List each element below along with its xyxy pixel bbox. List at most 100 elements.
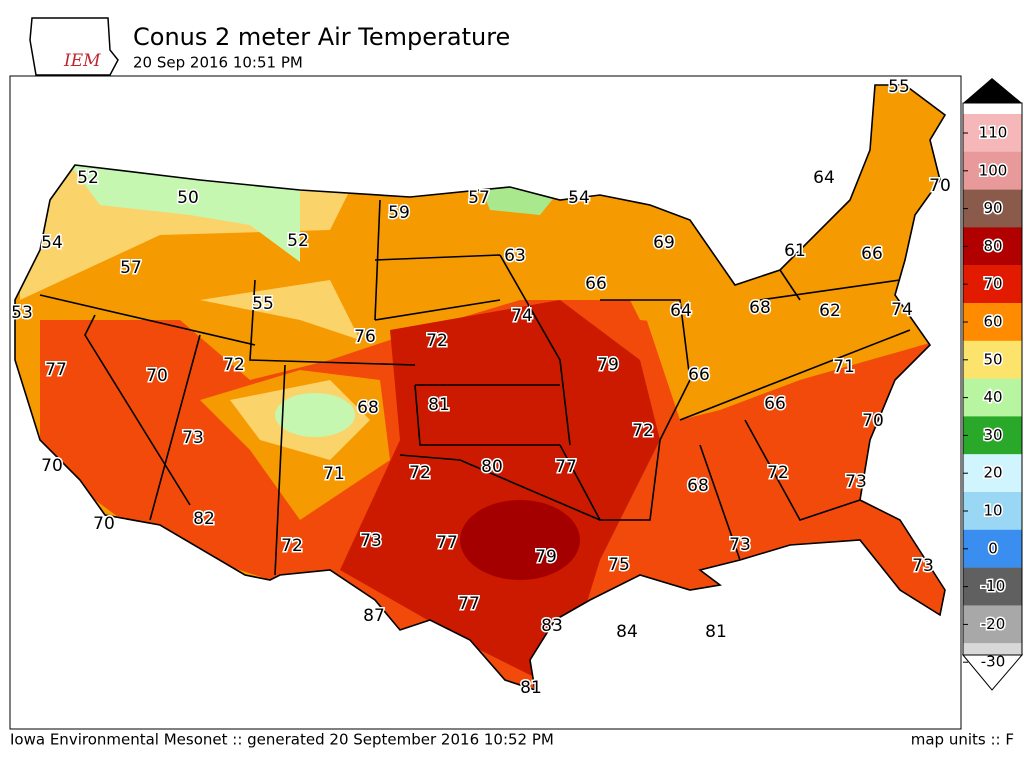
station-value: 68 — [749, 298, 771, 318]
station-value: 79 — [597, 355, 619, 375]
station-value: 73 — [845, 472, 867, 492]
colorbar-tick-label: 40 — [983, 388, 1002, 406]
station-value: 73 — [912, 556, 934, 576]
station-value: 68 — [687, 476, 709, 496]
colorbar-tick-label: 70 — [983, 275, 1002, 293]
colorbar-tick-label: -10 — [981, 577, 1006, 595]
station-value: 77 — [555, 457, 577, 477]
colorbar-tick-label: 60 — [983, 313, 1002, 331]
colorbar-tick-label: 50 — [983, 350, 1002, 368]
colorbar-band — [963, 454, 1022, 493]
colorbar-tick-label: 30 — [983, 426, 1002, 444]
station-value: 71 — [833, 357, 855, 377]
station-value: 59 — [388, 203, 410, 223]
station-value: 69 — [653, 233, 675, 253]
station-value: 72 — [409, 463, 431, 483]
station-value: 62 — [819, 301, 841, 321]
station-value: 54 — [41, 233, 63, 253]
station-value: 75 — [608, 555, 630, 575]
station-value: 68 — [357, 398, 379, 418]
station-value: 73 — [360, 531, 382, 551]
station-value: 84 — [616, 622, 638, 642]
station-value: 72 — [223, 355, 245, 375]
station-value: 66 — [688, 365, 710, 385]
station-value: 76 — [354, 327, 376, 347]
station-value: 81 — [428, 395, 450, 415]
station-value: 50 — [177, 188, 199, 208]
station-value: 73 — [182, 428, 204, 448]
station-value: 81 — [705, 622, 727, 642]
station-value: 66 — [861, 244, 883, 264]
colorbar-band — [963, 265, 1022, 304]
station-value: 52 — [287, 231, 309, 251]
colorbar-band — [963, 605, 1022, 644]
station-value: 63 — [504, 246, 526, 266]
station-value: 83 — [541, 616, 563, 636]
colorbar-tick-label: -30 — [981, 653, 1006, 671]
colorbar-band — [963, 340, 1022, 379]
colorbar-tick-label: 10 — [983, 502, 1002, 520]
station-value: 54 — [568, 188, 590, 208]
colorbar-tick-label: 110 — [979, 124, 1008, 142]
colorbar-band — [963, 114, 1022, 152]
station-value: 53 — [11, 303, 33, 323]
title: Conus 2 meter Air Temperature — [133, 23, 510, 51]
station-value: 70 — [929, 176, 951, 196]
colorbar-tick-label: 20 — [983, 464, 1002, 482]
colorbar-band — [963, 529, 1022, 568]
colorbar-band — [963, 303, 1022, 341]
station-value: 61 — [784, 241, 806, 261]
footer-credit: Iowa Environmental Mesonet :: generated … — [10, 731, 554, 749]
station-value: 72 — [632, 421, 654, 441]
colorbar-band — [963, 227, 1022, 266]
logo-text: IEM — [63, 51, 101, 71]
subtitle: 20 Sep 2016 10:51 PM — [133, 54, 303, 72]
station-value: 55 — [888, 77, 910, 97]
colorbar-band — [963, 492, 1022, 530]
logo-outline — [29, 17, 119, 76]
station-value: 77 — [458, 594, 480, 614]
station-value: 80 — [481, 457, 503, 477]
station-value: 77 — [436, 533, 458, 553]
station-value: 55 — [252, 294, 274, 314]
colorbar-tick-label: 100 — [979, 161, 1008, 179]
station-value: 70 — [93, 514, 115, 534]
colorbar-band — [963, 416, 1022, 455]
station-value: 57 — [468, 188, 490, 208]
station-value: 66 — [764, 394, 786, 414]
station-value: 57 — [120, 258, 142, 278]
station-labels: 52 50 54 57 52 59 57 54 64 70 55 53 55 63 69 61 66 66 76 72… — [10, 76, 953, 700]
station-value: 66 — [585, 274, 607, 294]
station-value: 82 — [193, 509, 215, 529]
colorbar-tick-label: 0 — [988, 539, 998, 557]
colorbar-band — [963, 567, 1022, 606]
colorbar-band — [963, 378, 1022, 417]
logo: IEM — [29, 17, 119, 76]
map-units: map units :: F — [911, 731, 1014, 749]
colorbar-tick-label: -20 — [981, 615, 1006, 633]
colorbar-tick-label: 80 — [983, 237, 1002, 255]
colorbar-band — [963, 643, 1022, 655]
colorbar-outline — [962, 102, 1023, 656]
station-value: 79 — [535, 547, 557, 567]
station-value: 87 — [363, 606, 385, 626]
station-value: 81 — [520, 678, 542, 698]
station-value: 77 — [45, 360, 67, 380]
station-value: 64 — [813, 168, 835, 188]
state-borders — [14, 84, 947, 692]
station-value: 74 — [511, 306, 533, 326]
station-value: 71 — [323, 464, 345, 484]
colorbar-top — [963, 78, 1022, 103]
station-value: 73 — [729, 535, 751, 555]
station-value: 72 — [281, 536, 303, 556]
colorbar-tick-label: 90 — [983, 199, 1002, 217]
colorbar-band — [963, 151, 1022, 190]
colorbar-band — [963, 189, 1022, 228]
station-value: 70 — [146, 366, 168, 386]
station-value: 72 — [767, 463, 789, 483]
station-value: 52 — [77, 168, 99, 188]
station-value: 70 — [41, 456, 63, 476]
station-value: 72 — [426, 331, 448, 351]
